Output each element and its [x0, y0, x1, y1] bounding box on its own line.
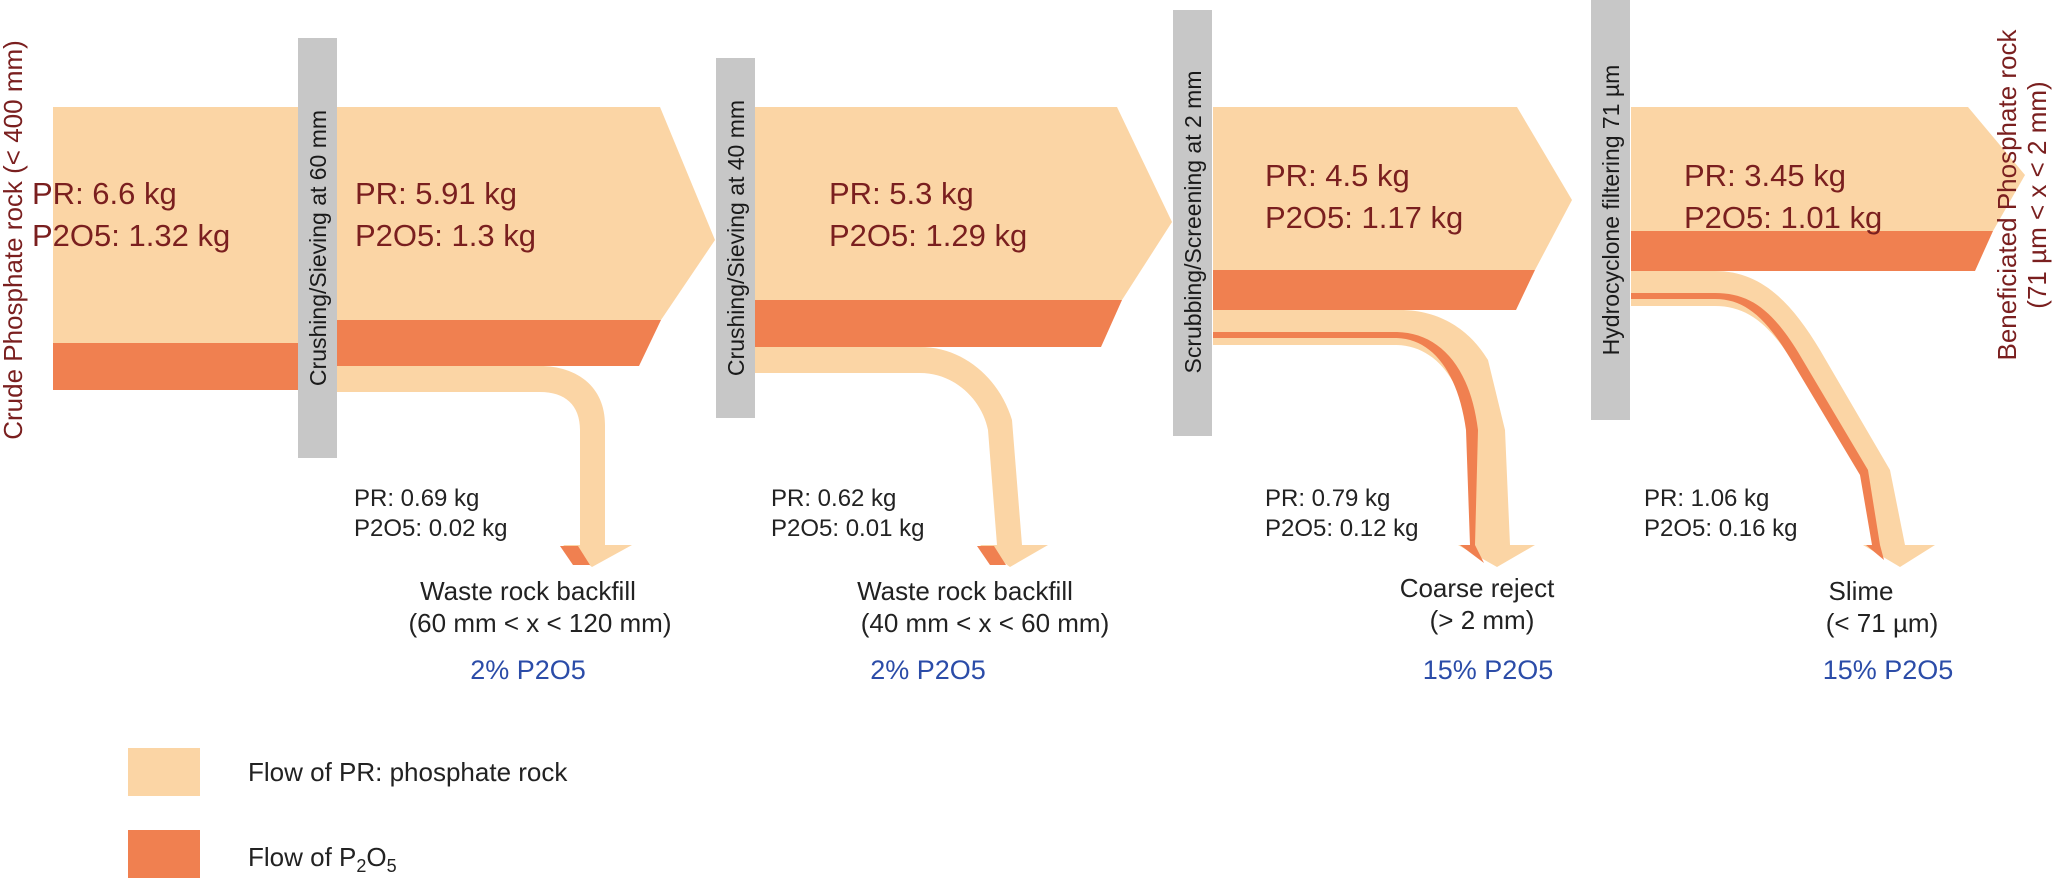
stage4-branch-p2o5	[1631, 293, 1884, 560]
stage3-dest-line2: (> 2 mm)	[1430, 605, 1535, 635]
stage1-branch-p2o5	[560, 546, 590, 565]
output-labels: PR: 0.69 kg P2O5: 0.02 kg PR: 0.62 kg P2…	[354, 485, 1797, 542]
stage1-pr-band	[337, 107, 715, 320]
legend-pr-swatch	[128, 748, 200, 796]
input-p2o5-label: P2O5: 1.32 kg	[32, 218, 230, 253]
stage3-p2o5-label: P2O5: 1.17 kg	[1265, 200, 1463, 235]
stage2-p2o5-label: P2O5: 1.29 kg	[829, 218, 1027, 253]
legend-p2o5-swatch	[128, 830, 200, 878]
stage3-pr-band	[1213, 107, 1572, 270]
stage3-p2o5-band	[1213, 270, 1535, 310]
stage2-out-p2o5: P2O5: 0.01 kg	[771, 515, 924, 542]
process-label-3: Scrubbing/Screening at 2 mm	[1180, 71, 1206, 374]
process-label-4: Hydrocyclone filtering 71 µm	[1598, 65, 1624, 356]
legend-p2o5-sub1: 2	[356, 856, 366, 876]
branch-flows	[337, 271, 1935, 567]
stage2-p2o5-band	[755, 300, 1122, 347]
stage2-dest-line1: Waste rock backfill	[857, 576, 1073, 606]
stage3-pct: 15% P2O5	[1423, 655, 1554, 685]
stage4-pr-label: PR: 3.45 kg	[1684, 158, 1846, 193]
stage1-pct: 2% P2O5	[470, 655, 586, 685]
legend-p2o5-label: Flow of P2O5	[248, 842, 397, 876]
stage3-dest-line1: Coarse reject	[1400, 573, 1555, 603]
process-bar-3	[1173, 10, 1212, 436]
stage2-branch-p2o5	[977, 546, 1006, 565]
legend-p2o5-mid: O	[366, 842, 386, 872]
stage4-pct: 15% P2O5	[1823, 655, 1954, 685]
stage4-dest-line1: Slime	[1828, 576, 1893, 606]
legend: Flow of PR: phosphate rock Flow of P2O5	[128, 748, 568, 878]
flow-labels: PR: 6.6 kg P2O5: 1.32 kg PR: 5.91 kg P2O…	[32, 158, 1882, 253]
stage2-pr-band	[755, 107, 1172, 300]
stage2-dest-line2: (40 mm < x < 60 mm)	[861, 608, 1110, 638]
process-bar-4	[1591, 0, 1630, 420]
destination-labels: Waste rock backfill (60 mm < x < 120 mm)…	[409, 573, 1954, 685]
stage4-pr-band	[1631, 107, 2025, 231]
process-bar-1	[298, 38, 337, 458]
stage3-pr-label: PR: 4.5 kg	[1265, 158, 1410, 193]
input-p2o5-band	[53, 343, 298, 390]
stage3-out-p2o5: P2O5: 0.12 kg	[1265, 515, 1418, 542]
stage1-p2o5-band	[337, 320, 661, 366]
stage1-pr-label: PR: 5.91 kg	[355, 176, 517, 211]
stage1-branch-pr	[337, 366, 632, 567]
stage4-p2o5-label: P2O5: 1.01 kg	[1684, 200, 1882, 235]
main-flow	[53, 107, 2025, 390]
output-title-line1: Beneficiated Phosphate rock	[1992, 29, 2022, 361]
legend-p2o5-prefix: Flow of P	[248, 842, 356, 872]
legend-p2o5-sub2: 5	[387, 856, 397, 876]
stage1-dest-line1: Waste rock backfill	[420, 576, 636, 606]
process-label-1: Crushing/Sieving at 60 mm	[305, 110, 331, 386]
process-label-2: Crushing/Sieving at 40 mm	[723, 100, 749, 376]
process-bar-2	[716, 58, 755, 418]
stage4-out-pr: PR: 1.06 kg	[1644, 485, 1769, 512]
stage1-out-p2o5: P2O5: 0.02 kg	[354, 515, 507, 542]
stage2-out-pr: PR: 0.62 kg	[771, 485, 896, 512]
stage1-dest-line2: (60 mm < x < 120 mm)	[409, 608, 672, 638]
stage4-dest-line2: (< 71 µm)	[1826, 608, 1939, 638]
legend-pr-label: Flow of PR: phosphate rock	[248, 757, 568, 787]
input-pr-band	[53, 107, 298, 343]
process-bars: Crushing/Sieving at 60 mm Crushing/Sievi…	[298, 0, 1630, 458]
stage4-out-p2o5: P2O5: 0.16 kg	[1644, 515, 1797, 542]
output-title-line2: (71 µm < x < 2 mm)	[2022, 81, 2052, 308]
input-title: Crude Phosphate rock (< 400 mm)	[0, 40, 28, 440]
stage2-pr-label: PR: 5.3 kg	[829, 176, 974, 211]
stage1-out-pr: PR: 0.69 kg	[354, 485, 479, 512]
stage4-p2o5-band	[1631, 231, 1993, 271]
stage2-pct: 2% P2O5	[870, 655, 986, 685]
stage1-p2o5-label: P2O5: 1.3 kg	[355, 218, 536, 253]
input-pr-label: PR: 6.6 kg	[32, 176, 177, 211]
stage2-branch-pr	[755, 347, 1048, 567]
stage3-out-pr: PR: 0.79 kg	[1265, 485, 1390, 512]
